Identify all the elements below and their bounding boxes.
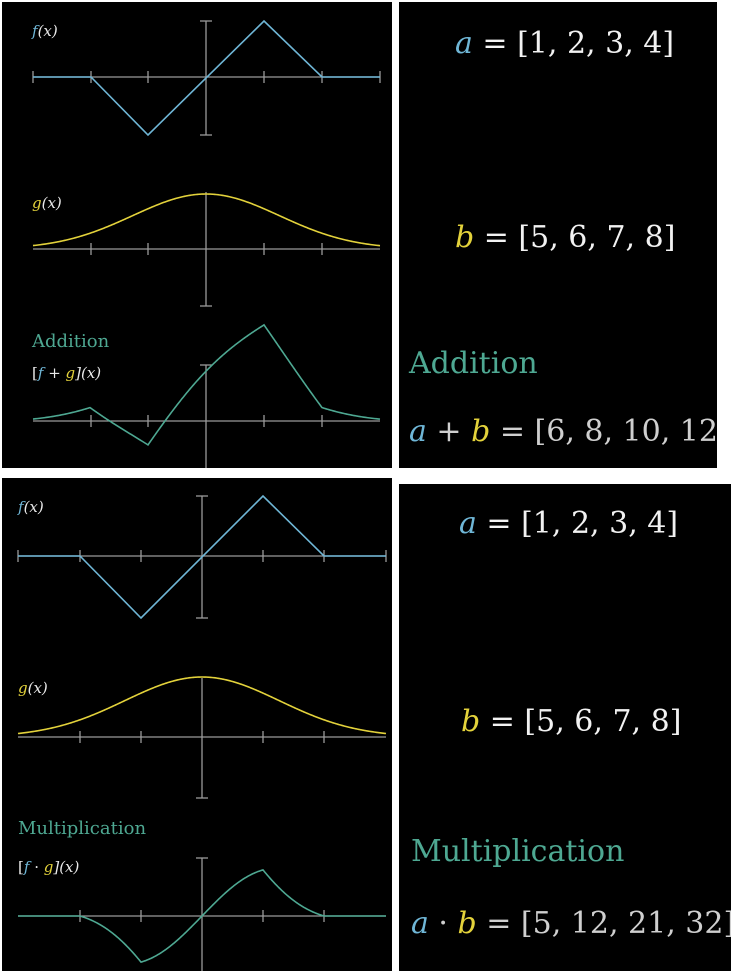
g-x-ticks [90, 243, 323, 255]
result-title: Multiplication [411, 834, 625, 869]
eq-result: a + b = [6, 8, 10, 12] [409, 414, 717, 449]
eq-result: a · b = [5, 12, 21, 32] [411, 906, 731, 941]
result-title: Addition [409, 346, 538, 381]
addition-graphs [32, 19, 381, 468]
g-label: g(x) [32, 194, 62, 212]
addition-equations-panel: a = [1, 2, 3, 4] b = [5, 6, 7, 8] Additi… [399, 2, 717, 468]
sum-x-ticks [90, 415, 323, 427]
f-label: f(x) [32, 22, 58, 40]
multiplication-equations-panel: a = [1, 2, 3, 4] b = [5, 6, 7, 8] Multip… [399, 484, 731, 971]
addition-graphs-panel: f(x) g(x) Addition [f + g](x) [2, 2, 392, 468]
eq-b: b = [5, 6, 7, 8] [455, 220, 676, 255]
g-curve [32, 193, 381, 247]
eq-a: a = [1, 2, 3, 4] [455, 26, 675, 61]
combo-label: [f + g](x) [32, 364, 102, 382]
f-curve [18, 494, 386, 620]
g-curve [17, 676, 387, 735]
eq-b: b = [5, 6, 7, 8] [461, 704, 682, 739]
f-curve [33, 19, 380, 137]
product-curve [18, 868, 386, 964]
op-title: Multiplication [18, 818, 147, 839]
g-label: g(x) [18, 679, 48, 697]
multiplication-graphs [17, 494, 387, 971]
combo-label: [f · g](x) [18, 858, 80, 876]
eq-a: a = [1, 2, 3, 4] [459, 506, 679, 541]
g-x-ticks [79, 731, 325, 743]
f-label: f(x) [18, 498, 44, 516]
op-title: Addition [32, 331, 110, 352]
multiplication-graphs-panel: f(x) g(x) Multiplication [f · g](x) [2, 478, 392, 971]
sum-curve [32, 323, 381, 446]
